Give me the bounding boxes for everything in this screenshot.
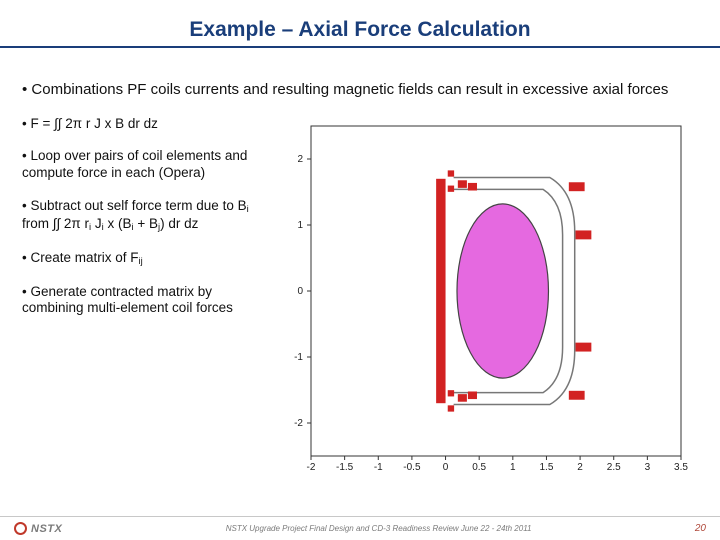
sub-i2: i bbox=[89, 222, 91, 233]
content-region: • Combinations PF coils currents and res… bbox=[0, 66, 720, 512]
bullet-column: • F = ∫∫ 2π r J x B dr dz • Loop over pa… bbox=[22, 116, 252, 476]
svg-text:1: 1 bbox=[510, 462, 516, 473]
svg-text:1.5: 1.5 bbox=[540, 462, 554, 473]
bullet-2: • Loop over pairs of coil elements and c… bbox=[22, 148, 252, 182]
svg-text:-1.5: -1.5 bbox=[336, 462, 354, 473]
logo-icon bbox=[14, 522, 27, 535]
b4-pre: • Create matrix of F bbox=[22, 250, 139, 265]
intro-text: • Combinations PF coils currents and res… bbox=[22, 80, 698, 100]
footer: NSTX NSTX Upgrade Project Final Design a… bbox=[0, 516, 720, 540]
svg-text:-2: -2 bbox=[307, 462, 316, 473]
svg-text:2: 2 bbox=[297, 154, 303, 165]
footer-left: NSTX bbox=[14, 522, 62, 535]
title-underline bbox=[0, 46, 720, 48]
svg-text:2.5: 2.5 bbox=[607, 462, 621, 473]
bullet-1: • F = ∫∫ 2π r J x B dr dz bbox=[22, 116, 252, 133]
title-region: Example – Axial Force Calculation bbox=[0, 0, 720, 54]
svg-text:0.5: 0.5 bbox=[472, 462, 486, 473]
chart-container: -2 -1.5 -1 -0.5 0 0.5 1 1.5 2 2.5 3 3.5 -2 -1 0 1 2 bbox=[271, 116, 691, 476]
sub-i4: i bbox=[131, 222, 133, 233]
bullet-4: • Create matrix of Fij bbox=[22, 250, 252, 268]
page-title: Example – Axial Force Calculation bbox=[189, 18, 530, 42]
sub-ij: ij bbox=[139, 256, 143, 267]
svg-text:-1: -1 bbox=[374, 462, 383, 473]
svg-text:1: 1 bbox=[297, 220, 303, 231]
svg-text:-0.5: -0.5 bbox=[403, 462, 421, 473]
svg-text:0: 0 bbox=[443, 462, 449, 473]
bullet-5: • Generate contracted matrix by combinin… bbox=[22, 284, 252, 318]
svg-text:-2: -2 bbox=[294, 418, 303, 429]
b3-mid: from ∫∫ 2π r bbox=[22, 216, 89, 231]
svg-text:-1: -1 bbox=[294, 352, 303, 363]
b3-pre: • Subtract out self force term due to B bbox=[22, 198, 247, 213]
b3-tail: x (B bbox=[104, 216, 132, 231]
chart-column: -2 -1.5 -1 -0.5 0 0.5 1 1.5 2 2.5 3 3.5 -2 -1 0 1 2 bbox=[264, 116, 698, 476]
footer-caption: NSTX Upgrade Project Final Design and CD… bbox=[62, 524, 695, 533]
columns: • F = ∫∫ 2π r J x B dr dz • Loop over pa… bbox=[22, 116, 698, 476]
bullet-3: • Subtract out self force term due to Bi… bbox=[22, 198, 252, 234]
slide: Example – Axial Force Calculation • Comb… bbox=[0, 0, 720, 540]
svg-text:2: 2 bbox=[577, 462, 583, 473]
chart-svg: -2 -1.5 -1 -0.5 0 0.5 1 1.5 2 2.5 3 3.5 -2 -1 0 1 2 bbox=[271, 116, 691, 476]
b3-end: ) dr dz bbox=[160, 216, 198, 231]
svg-text:3: 3 bbox=[645, 462, 651, 473]
footer-brand: NSTX bbox=[31, 523, 62, 535]
sub-i: i bbox=[247, 204, 249, 215]
page-number: 20 bbox=[695, 523, 706, 534]
svg-text:0: 0 bbox=[297, 286, 303, 297]
svg-text:3.5: 3.5 bbox=[674, 462, 688, 473]
